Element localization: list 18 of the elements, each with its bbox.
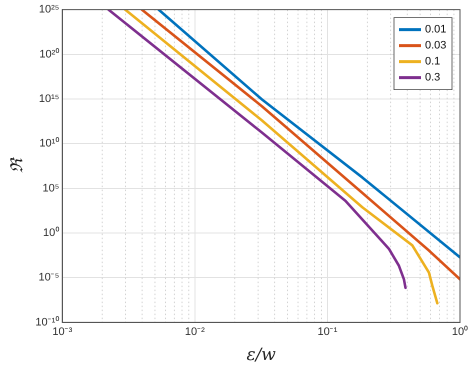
legend-label: 0.3 [425,72,440,84]
y-tick-label: 10²⁵ [38,4,60,16]
y-tick-label: 10¹⁰ [39,136,60,150]
x-axis-title: ε/w [246,345,276,366]
y-tick-label: 10⁻¹⁰ [35,315,60,328]
y-tick-label: 10⁵ [42,182,60,194]
y-axis-title: ℜ [8,156,28,173]
x-tick-label: 10⁰ [452,325,468,338]
y-tick-label: 10²⁰ [39,47,60,60]
y-tick-label: 10⁰ [43,226,60,240]
legend-label: 0.01 [425,24,446,36]
y-tick-label: 10¹⁵ [38,93,60,106]
legend-label: 0.1 [425,56,440,68]
legend-label: 0.03 [425,40,446,52]
y-tick-label: 10⁻⁵ [38,272,60,284]
x-tick-label: 10⁻¹ [317,326,338,338]
x-tick-label: 10⁻² [184,326,206,338]
x-tick-label: 10⁻³ [52,326,73,338]
